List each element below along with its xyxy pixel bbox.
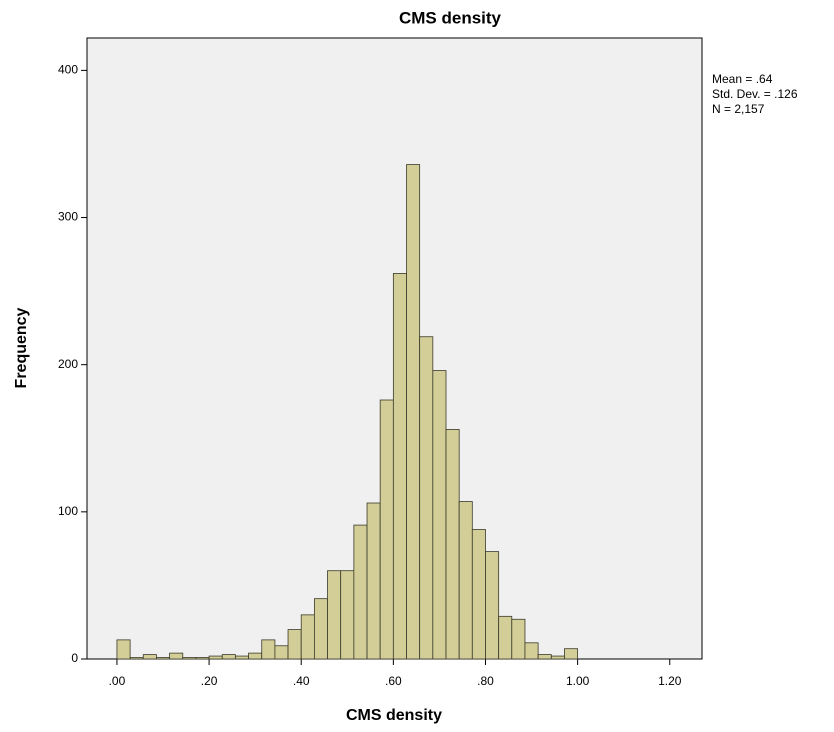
bar (274, 645, 289, 660)
x-tick-label: .20 (201, 674, 218, 688)
bar (432, 370, 447, 660)
bar (511, 618, 526, 660)
bar (313, 598, 328, 660)
bar (379, 399, 394, 660)
bar (471, 529, 486, 660)
x-tick-label: .00 (109, 674, 126, 688)
x-axis-label: CMS density (346, 707, 442, 724)
bar (195, 657, 210, 660)
bar (524, 642, 539, 660)
x-tick-label: 1.00 (566, 674, 590, 688)
bar (116, 639, 131, 660)
bar (287, 629, 302, 660)
bar (129, 657, 144, 660)
bar (156, 657, 170, 660)
bar (340, 570, 355, 660)
bar (406, 164, 421, 660)
annotation: Mean = .64 (712, 72, 773, 86)
x-tick-label: .40 (293, 674, 310, 688)
bar (261, 639, 276, 660)
bar (537, 654, 552, 660)
y-tick-label: 400 (58, 63, 78, 77)
bar (445, 429, 460, 660)
bar (392, 273, 407, 660)
y-axis-label: Frequency (13, 307, 30, 388)
annotation: Std. Dev. = .126 (712, 87, 798, 101)
bar (221, 654, 236, 660)
chart-title: CMS density (399, 8, 502, 27)
bar (248, 652, 263, 660)
bar (458, 501, 473, 660)
bar (208, 655, 223, 660)
bar (564, 648, 579, 660)
bar (300, 614, 315, 660)
y-tick-label: 0 (71, 651, 78, 665)
bar (234, 655, 249, 660)
bar (353, 524, 368, 660)
bar (485, 551, 500, 660)
bar (182, 657, 197, 660)
x-tick-label: .60 (385, 674, 402, 688)
bar (169, 652, 184, 660)
x-tick-label: .80 (477, 674, 494, 688)
bar (419, 336, 434, 660)
bar (327, 570, 342, 660)
x-tick-label: 1.20 (658, 674, 682, 688)
bar (366, 502, 381, 660)
bar (550, 655, 565, 660)
bar (142, 654, 157, 660)
y-tick-label: 200 (58, 357, 78, 371)
y-tick-label: 300 (58, 210, 78, 224)
y-tick-label: 100 (58, 504, 78, 518)
bar (498, 615, 513, 660)
annotation: N = 2,157 (712, 102, 765, 116)
